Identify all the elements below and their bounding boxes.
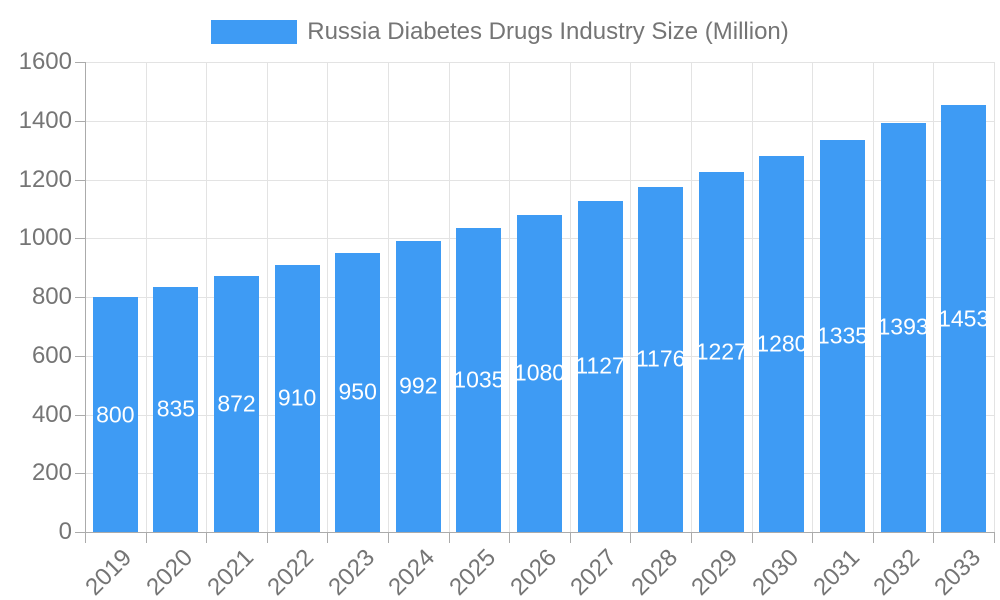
- legend-item[interactable]: Russia Diabetes Drugs Industry Size (Mil…: [211, 18, 789, 46]
- bar: [638, 186, 684, 532]
- y-axis-tick: [75, 62, 85, 63]
- y-axis-tick-label: 800: [31, 283, 72, 310]
- bar-value-label: 872: [217, 390, 256, 417]
- bar-value-label: 1035: [453, 366, 505, 393]
- bar: [214, 275, 259, 532]
- x-axis-tick: [933, 532, 935, 543]
- y-axis-tick-label: 1000: [18, 224, 72, 252]
- bar: [274, 264, 320, 532]
- y-axis-tick: [75, 355, 85, 357]
- x-axis-tick: [448, 532, 450, 543]
- x-axis-tick: [388, 532, 389, 543]
- bar-value-label: 1393: [877, 313, 929, 340]
- bar-value-label: 1080: [513, 359, 566, 386]
- legend: Russia Diabetes Drugs Industry Size (Mil…: [0, 18, 1000, 46]
- x-axis-tick: [872, 532, 874, 543]
- x-axis-tick: [691, 532, 692, 543]
- bar-value-label: 992: [399, 372, 438, 399]
- bar-value-label: 1127: [575, 352, 625, 379]
- bar: [395, 240, 441, 532]
- y-axis-tick: [75, 120, 85, 122]
- bar: [941, 105, 987, 532]
- bar-value-label: 1335: [816, 322, 869, 349]
- bar-value-label: 1176: [635, 345, 686, 372]
- bar-value-label: 950: [338, 378, 377, 405]
- x-axis-tick: [85, 532, 86, 543]
- x-axis-tick: [751, 532, 753, 543]
- gridline-vertical: [206, 62, 208, 532]
- x-axis-line: [85, 532, 994, 533]
- bar: [698, 171, 744, 532]
- y-axis-tick: [75, 179, 85, 181]
- bar-value-label: 835: [156, 395, 196, 422]
- gridline-vertical: [691, 62, 692, 532]
- gridline-vertical: [630, 62, 632, 532]
- bar-value-label: 1280: [756, 330, 808, 357]
- bar: [517, 214, 562, 532]
- bar-value-label: 1453: [938, 305, 990, 332]
- gridline-vertical: [872, 62, 874, 532]
- gridline-vertical: [933, 62, 935, 532]
- gridline-horizontal: [85, 62, 994, 63]
- x-axis-tick: [145, 532, 147, 543]
- bar: [577, 200, 623, 532]
- y-axis-tick: [75, 414, 85, 416]
- bar: [456, 227, 502, 532]
- x-axis-tick-label: 2019: [80, 544, 138, 600]
- x-axis-tick: [266, 532, 268, 543]
- x-axis-tick: [994, 532, 995, 543]
- y-axis-tick-label: 600: [31, 341, 72, 369]
- gridline-vertical: [751, 62, 753, 532]
- gridline-vertical: [388, 62, 389, 532]
- y-axis-line: [85, 62, 86, 532]
- bar: [335, 252, 381, 532]
- gridline-vertical: [569, 62, 571, 532]
- bar: [759, 156, 805, 532]
- gridline-vertical: [812, 62, 814, 532]
- bar: [153, 286, 199, 532]
- gridline-vertical: [994, 62, 995, 532]
- legend-label: Russia Diabetes Drugs Industry Size (Mil…: [307, 18, 789, 45]
- y-axis-tick-label: 400: [31, 400, 72, 428]
- y-axis-tick: [75, 238, 85, 240]
- bar: [92, 297, 138, 532]
- x-axis-tick: [509, 532, 511, 543]
- bar: [820, 139, 865, 532]
- y-axis-tick-label: 1600: [18, 48, 72, 75]
- bar-value-label: 800: [96, 401, 135, 427]
- x-axis-tick: [630, 532, 632, 543]
- gridline-vertical: [448, 62, 450, 532]
- y-axis-tick-label: 0: [58, 518, 72, 545]
- gridline-vertical: [327, 62, 329, 532]
- gridline-vertical: [509, 62, 511, 532]
- bar-value-label: 910: [277, 384, 317, 411]
- y-axis-tick-label: 1200: [18, 165, 72, 193]
- gridline-horizontal: [85, 120, 994, 122]
- bar-value-label: 1227: [695, 338, 747, 365]
- gridline-vertical: [266, 62, 268, 532]
- x-axis-tick: [206, 532, 208, 543]
- x-axis-tick: [812, 532, 814, 543]
- bar: [880, 122, 926, 532]
- y-axis-tick: [75, 532, 85, 533]
- legend-swatch: [211, 20, 298, 44]
- x-axis-tick: [327, 532, 329, 543]
- gridline-horizontal: [85, 179, 994, 181]
- y-axis-tick-label: 1400: [18, 106, 72, 134]
- y-axis-tick: [75, 297, 85, 298]
- y-axis-tick-label: 200: [31, 459, 72, 487]
- gridline-vertical: [145, 62, 147, 532]
- x-axis-tick: [569, 532, 571, 543]
- y-axis-tick: [75, 473, 85, 475]
